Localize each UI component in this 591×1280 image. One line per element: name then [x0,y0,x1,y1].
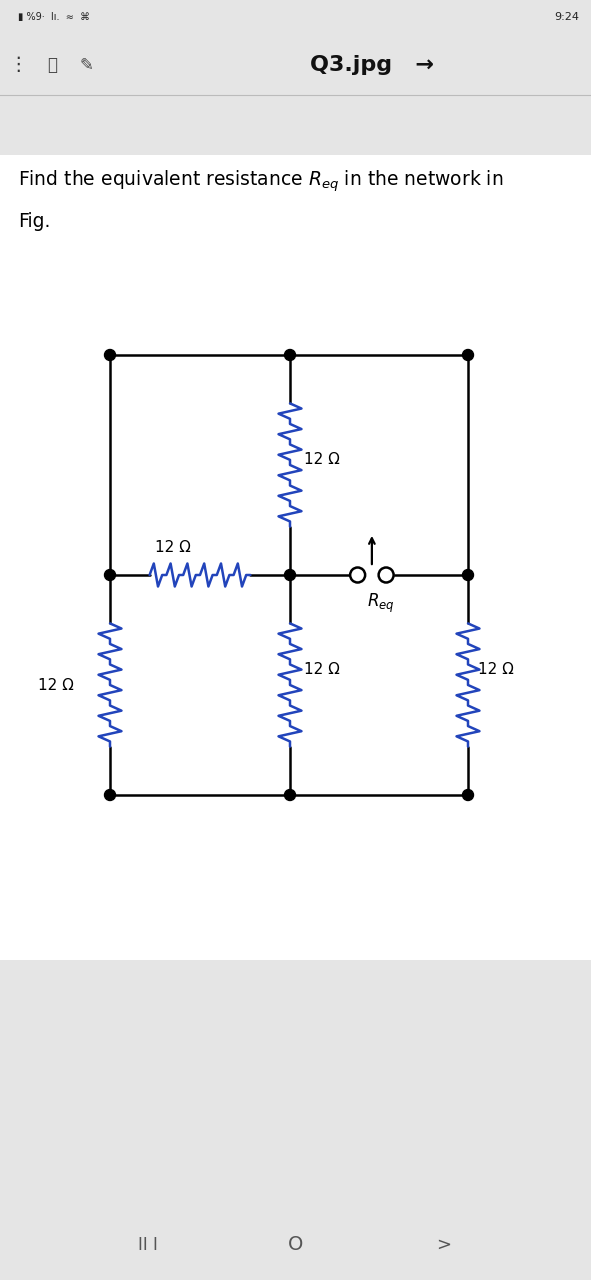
Text: 12 Ω: 12 Ω [304,663,340,677]
Bar [0,960,591,1280]
Text: Fig.: Fig. [18,212,50,230]
Circle shape [105,570,115,581]
Circle shape [463,349,473,361]
Text: II I: II I [138,1236,158,1254]
Circle shape [105,790,115,800]
Text: Find the equivalent resistance $R_{eq}$ in the network in: Find the equivalent resistance $R_{eq}$ … [18,168,504,193]
Text: ▮ %9·  lı.  ≈  ⌘: ▮ %9· lı. ≈ ⌘ [18,12,90,22]
Text: 9:24: 9:24 [554,12,579,22]
Text: ⋮: ⋮ [8,55,28,74]
Text: >: > [436,1236,451,1254]
Text: ⧉: ⧉ [47,56,57,74]
Circle shape [284,790,296,800]
Text: 12 Ω: 12 Ω [155,540,191,556]
Text: ✎: ✎ [79,56,93,74]
Circle shape [284,349,296,361]
Text: 12 Ω: 12 Ω [304,453,340,467]
Text: 12 Ω: 12 Ω [38,677,74,692]
Circle shape [463,790,473,800]
Circle shape [379,567,394,582]
Text: 12 Ω: 12 Ω [478,663,514,677]
Circle shape [105,349,115,361]
Circle shape [463,570,473,581]
Circle shape [284,570,296,581]
Text: Q3.jpg   →: Q3.jpg → [310,55,434,76]
Bar [0,0,591,155]
Text: O: O [288,1235,303,1254]
Text: $R_{eq}$: $R_{eq}$ [367,591,395,616]
Circle shape [350,567,365,582]
Bar [0,155,591,960]
